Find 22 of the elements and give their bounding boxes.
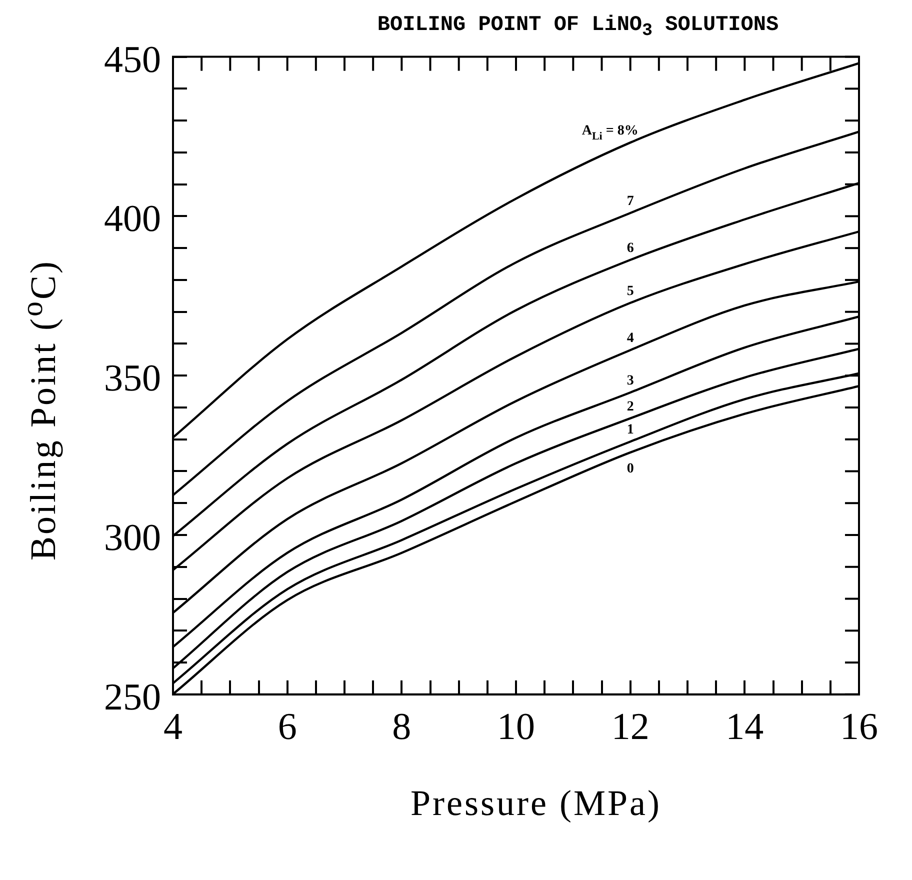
y-tick-label: 350 xyxy=(104,358,161,400)
y-tick-label: 250 xyxy=(104,676,161,718)
series-label: 4 xyxy=(626,331,634,346)
x-tick-label: 8 xyxy=(392,706,412,748)
series-label: 3 xyxy=(626,373,634,388)
series-label: 2 xyxy=(626,399,634,414)
x-tick-label: 4 xyxy=(164,706,182,748)
x-tick-label: 12 xyxy=(611,706,650,748)
x-tick-label: 6 xyxy=(278,706,297,748)
series-label: 0 xyxy=(626,461,634,476)
series-label: 6 xyxy=(626,240,634,256)
chart-title: BOILING POINT OF LiNO$_{3}$ SOLUTIONS xyxy=(376,14,780,42)
series-label: 1 xyxy=(626,422,634,438)
series-label: 5 xyxy=(626,284,634,299)
x-axis-title: Pressure (MPa) xyxy=(410,782,662,824)
x-tick-label: 10 xyxy=(497,706,535,748)
x-tick-label: 14 xyxy=(726,706,764,748)
y-tick-label: 450 xyxy=(104,38,161,81)
x-tick-label: 16 xyxy=(840,706,878,748)
series-label: 7 xyxy=(626,194,634,210)
y-tick-label: 400 xyxy=(104,198,161,240)
y-tick-label: 300 xyxy=(104,516,161,559)
